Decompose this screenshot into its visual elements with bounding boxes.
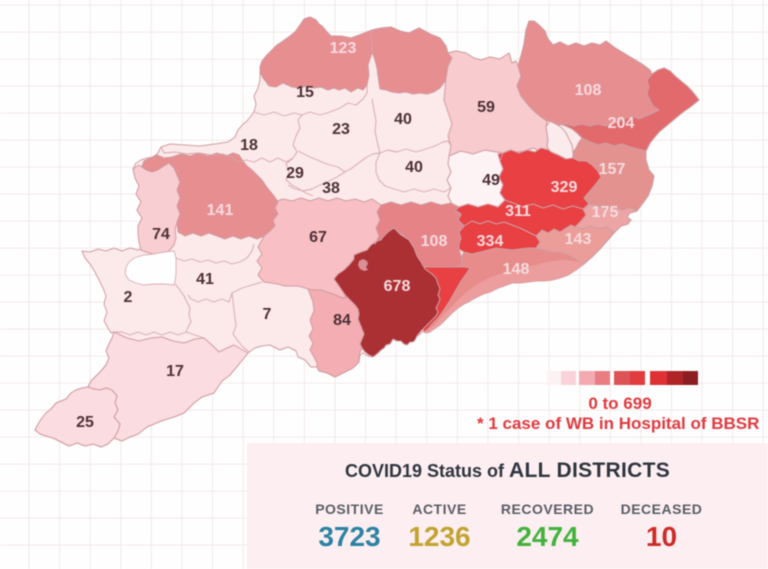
- svg-text:* 1 case of WB in Hospital of: * 1 case of WB in Hospital of BBSR: [477, 414, 759, 433]
- svg-text:334: 334: [477, 233, 504, 250]
- svg-text:59: 59: [477, 99, 495, 116]
- svg-text:123: 123: [330, 40, 357, 57]
- svg-text:40: 40: [394, 111, 412, 128]
- svg-text:15: 15: [296, 84, 314, 101]
- svg-text:29: 29: [286, 165, 304, 182]
- svg-text:41: 41: [196, 271, 214, 288]
- svg-text:49: 49: [482, 172, 500, 189]
- svg-text:40: 40: [405, 159, 423, 176]
- svg-text:2: 2: [124, 289, 133, 306]
- svg-text:67: 67: [309, 229, 327, 246]
- svg-text:329: 329: [551, 179, 578, 196]
- svg-text:0 to 699: 0 to 699: [588, 394, 651, 413]
- svg-text:74: 74: [152, 226, 170, 243]
- svg-text:7: 7: [263, 306, 272, 323]
- svg-text:143: 143: [565, 231, 592, 248]
- svg-text:148: 148: [503, 261, 530, 278]
- svg-text:175: 175: [592, 204, 619, 221]
- svg-text:157: 157: [599, 161, 626, 178]
- svg-text:38: 38: [322, 180, 340, 197]
- svg-text:108: 108: [421, 233, 448, 250]
- svg-text:678: 678: [384, 278, 411, 295]
- svg-text:18: 18: [240, 137, 258, 154]
- svg-text:108: 108: [575, 82, 602, 99]
- svg-text:23: 23: [332, 121, 350, 138]
- svg-text:311: 311: [505, 203, 531, 220]
- svg-text:17: 17: [166, 363, 184, 380]
- svg-text:84: 84: [333, 312, 351, 329]
- svg-text:204: 204: [608, 115, 635, 132]
- svg-text:25: 25: [76, 414, 94, 431]
- svg-text:141: 141: [207, 202, 234, 219]
